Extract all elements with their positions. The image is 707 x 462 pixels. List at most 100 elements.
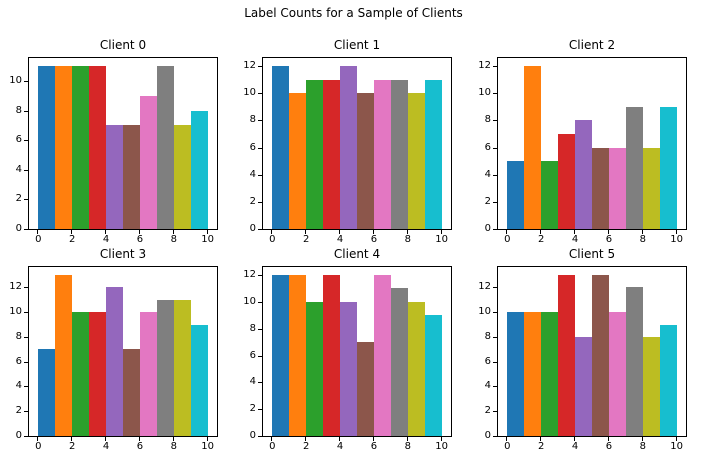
y-tick-mark <box>258 355 262 357</box>
bar-tab-purple <box>575 120 592 229</box>
x-tick-mark <box>574 230 576 234</box>
y-tick-mark <box>493 93 497 95</box>
y-tick-mark <box>493 386 497 388</box>
y-tick-mark <box>493 147 497 149</box>
x-tick-mark <box>305 437 307 441</box>
y-tick-mark <box>493 312 497 314</box>
bar-tab-cyan <box>190 324 208 436</box>
y-tick-label: 2 <box>15 405 22 417</box>
bar-tab-orange <box>289 275 307 436</box>
bar-tab-gray <box>390 288 408 436</box>
y-tick-mark <box>258 201 262 203</box>
x-tick-mark <box>71 437 73 441</box>
x-tick-mark <box>641 437 643 441</box>
x-tick-mark <box>372 437 374 441</box>
y-tick-label: 0 <box>249 430 256 441</box>
y-tick-label: 0 <box>484 430 491 441</box>
x-tick-label: 10 <box>670 234 684 245</box>
bar-tab-brown <box>357 342 374 436</box>
y-tick-label: 2 <box>249 403 256 415</box>
y-tick-mark <box>493 287 497 289</box>
y-tick-mark <box>258 229 262 230</box>
y-tick-label: 10 <box>478 306 491 318</box>
x-tick-label: 6 <box>136 441 144 452</box>
y-tick-label: 8 <box>249 114 256 126</box>
bar-tab-pink <box>373 79 391 229</box>
bar-tab-blue <box>272 66 290 229</box>
bar-tab-green <box>72 312 90 436</box>
bar-tab-blue <box>38 349 56 436</box>
y-tick-mark <box>493 66 497 68</box>
bar-tab-red <box>89 312 107 436</box>
axes-client-3: 0 2 4 6 8 10 12 0 2 4 6 8 10 <box>9 266 218 452</box>
x-tick-label: 2 <box>69 441 76 452</box>
x-tick-label: 2 <box>303 234 310 245</box>
bar-tab-orange <box>524 66 542 229</box>
bar-tab-pink <box>139 95 157 229</box>
y-tick-label: 4 <box>484 168 491 180</box>
bar-tab-olive <box>642 336 660 436</box>
x-tick-label: 8 <box>639 234 646 245</box>
y-tick-mark <box>493 361 497 363</box>
x-tick-label: 10 <box>201 234 215 245</box>
axes-client-0: 0 2 4 6 8 10 0 2 4 6 8 10 <box>9 57 218 245</box>
y-tick-label: 2 <box>484 195 491 207</box>
x-tick-mark <box>540 437 542 441</box>
bar-tab-purple <box>340 301 357 436</box>
bar-tab-olive <box>642 147 660 229</box>
subplot-title: Client 1 <box>333 38 381 52</box>
y-tick-label: 8 <box>15 104 22 116</box>
subplot-title: Client 0 <box>99 38 147 52</box>
y-tick-mark <box>493 229 497 230</box>
x-tick-mark <box>675 230 677 234</box>
x-tick-mark <box>574 437 576 441</box>
bar-tab-brown <box>592 147 609 229</box>
y-tick-mark <box>493 411 497 413</box>
y-tick-label: 0 <box>249 223 256 234</box>
bar-tab-green <box>306 301 324 436</box>
y-tick-mark <box>24 199 28 201</box>
bar-tab-brown <box>592 275 609 436</box>
y-tick-mark <box>258 275 262 277</box>
y-tick-label: 12 <box>243 60 256 72</box>
y-tick-mark <box>493 436 497 437</box>
x-tick-label: 6 <box>605 234 613 245</box>
bar-tab-cyan <box>424 79 442 229</box>
bar-tab-orange <box>524 312 542 436</box>
x-tick-mark <box>172 437 174 441</box>
bar-tab-blue <box>507 161 525 229</box>
y-tick-label: 8 <box>484 330 491 342</box>
bar-tab-brown <box>357 93 374 229</box>
subplot-title: Client 4 <box>333 247 381 261</box>
x-tick-mark <box>105 437 107 441</box>
x-tick-label: 8 <box>404 234 411 245</box>
bar-tab-cyan <box>424 315 442 436</box>
bar-tab-cyan <box>659 324 677 436</box>
y-tick-mark <box>258 93 262 95</box>
x-tick-mark <box>372 230 374 234</box>
x-tick-mark <box>105 230 107 234</box>
figure-title: Label Counts for a Sample of Clients <box>244 6 463 20</box>
y-tick-label: 6 <box>484 141 491 153</box>
y-tick-label: 8 <box>484 114 491 126</box>
bar-tab-purple <box>106 125 123 229</box>
y-tick-mark <box>24 229 28 230</box>
x-tick-mark <box>607 437 609 441</box>
y-tick-mark <box>493 336 497 338</box>
x-tick-label: 0 <box>35 234 42 245</box>
y-tick-mark <box>24 312 28 314</box>
x-tick-mark <box>641 230 643 234</box>
x-tick-label: 2 <box>538 234 545 245</box>
x-tick-label: 6 <box>136 234 144 245</box>
x-tick-label: 8 <box>170 441 177 452</box>
bar-tab-gray <box>156 299 174 436</box>
y-tick-mark <box>258 147 262 149</box>
bar-tab-pink <box>608 312 626 436</box>
y-tick-mark <box>24 411 28 413</box>
bar-tab-cyan <box>659 106 677 229</box>
x-tick-label: 8 <box>170 234 177 245</box>
y-tick-mark <box>24 436 28 437</box>
x-tick-mark <box>440 437 442 441</box>
x-tick-label: 8 <box>639 441 646 452</box>
